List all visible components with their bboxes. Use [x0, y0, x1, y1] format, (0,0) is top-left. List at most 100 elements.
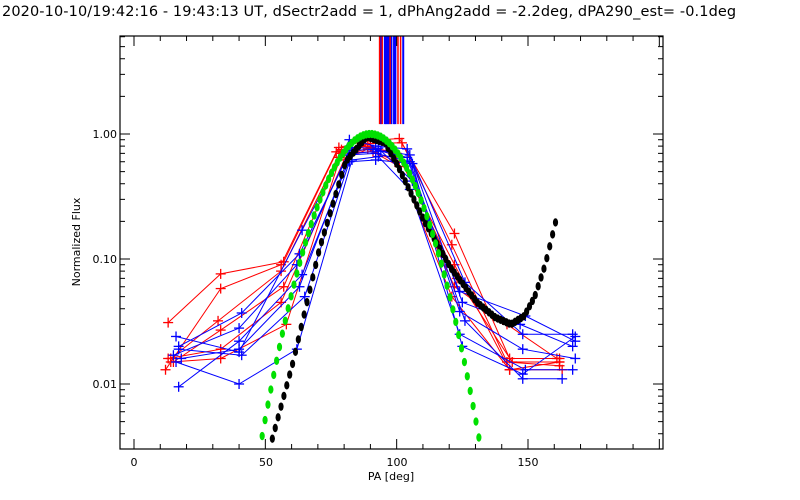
plot-frame — [119, 35, 664, 450]
plus-marker — [570, 331, 581, 342]
x-axis-title: PA [deg] — [368, 470, 414, 483]
plus-marker — [557, 373, 568, 384]
plus-marker — [567, 364, 578, 375]
green-gaussian-dot — [274, 356, 280, 365]
green-gaussian-dot — [412, 181, 418, 191]
plus-marker — [567, 329, 578, 340]
plus-marker — [570, 353, 581, 364]
series-line-red-4 — [173, 146, 560, 363]
black-fit-dot — [278, 402, 284, 411]
black-fit-dot — [417, 207, 423, 216]
green-gaussian-dot — [438, 259, 444, 268]
black-fit-dot — [284, 381, 290, 390]
black-fit-dot — [341, 161, 348, 170]
model-curves — [259, 129, 559, 443]
plus-marker — [234, 344, 245, 355]
green-gaussian-dot — [441, 270, 447, 279]
plus-marker — [236, 307, 247, 318]
green-gaussian-dot — [320, 188, 326, 197]
plus-marker — [278, 281, 289, 292]
black-fit-dot — [541, 264, 547, 273]
plus-marker — [171, 356, 182, 367]
green-gaussian-dot — [323, 181, 329, 190]
plus-marker — [215, 283, 226, 294]
plus-marker — [234, 379, 245, 389]
green-gaussian-dot — [458, 344, 465, 353]
plus-marker — [394, 133, 405, 144]
green-gaussian-dot — [305, 228, 312, 238]
black-fit-dot — [419, 213, 426, 222]
black-fit-dot — [327, 209, 333, 218]
green-gaussian-dot — [461, 357, 468, 367]
chart-title: 2020-10-10/19:42:16 - 19:43:13 UT, dSect… — [2, 4, 737, 20]
black-fit-dot — [324, 218, 330, 228]
plus-marker — [299, 291, 310, 302]
green-gaussian-dot — [297, 258, 303, 267]
green-gaussian-dot — [282, 316, 288, 325]
green-gaussian-dot — [427, 220, 433, 230]
black-fit-dot — [333, 189, 339, 199]
plus-marker — [459, 315, 470, 326]
black-fit-dot — [529, 296, 535, 306]
black-fit-dot — [393, 159, 400, 168]
green-gaussian-dot — [418, 196, 424, 205]
plus-marker — [407, 158, 418, 169]
plus-marker — [168, 350, 179, 361]
green-gaussian-dot — [470, 401, 476, 411]
plus-marker — [173, 381, 184, 392]
plus-marker — [236, 350, 247, 361]
y-axis-title: Normalized Flux — [70, 197, 83, 286]
black-fit-dot — [287, 370, 293, 379]
black-fit-dot — [315, 248, 322, 257]
green-gaussian-dot — [326, 174, 332, 184]
black-fit-dot — [339, 170, 345, 180]
green-gaussian-dot — [300, 248, 306, 257]
series-line-red-3 — [170, 145, 563, 371]
plus-marker — [173, 344, 184, 355]
x-tick-label: 100 — [387, 456, 408, 469]
black-fit-dot — [313, 260, 319, 270]
black-fit-dot — [330, 199, 336, 208]
green-gaussian-dot — [415, 188, 421, 198]
black-fit-dot — [396, 165, 403, 174]
green-gaussian-dot — [406, 169, 413, 178]
green-gaussian-dot — [271, 370, 277, 380]
black-fit-dot — [411, 195, 417, 204]
plus-marker — [402, 143, 413, 154]
black-fit-dot — [295, 335, 301, 344]
plus-marker — [213, 315, 224, 326]
vertical-lines — [378, 36, 405, 125]
plus-marker — [396, 137, 407, 148]
plus-marker — [517, 329, 528, 340]
black-fit-dot — [304, 297, 310, 307]
black-fit-dot — [538, 273, 544, 282]
black-fit-dot — [307, 285, 313, 294]
series-line-red-5 — [168, 148, 558, 359]
green-gaussian-dot — [262, 415, 268, 425]
black-fit-dot — [310, 273, 316, 282]
series-line-red-6 — [170, 151, 560, 371]
green-gaussian-dot — [294, 269, 300, 278]
tick-labels: 0 50 100 150 0.01 0.10 1.00 PA [deg] Nor… — [70, 128, 539, 483]
plus-marker — [370, 154, 381, 165]
green-gaussian-dot — [435, 249, 442, 258]
green-gaussian-dot — [314, 203, 320, 212]
black-fit-dot — [275, 413, 281, 422]
black-fit-dot — [535, 282, 541, 291]
black-fit-dot — [550, 230, 556, 239]
black-fit-dot — [298, 322, 304, 332]
black-fit-dot — [336, 180, 342, 189]
black-fit-dot — [301, 310, 307, 319]
black-fit-dot — [405, 183, 411, 192]
plus-marker — [331, 146, 342, 157]
black-fit-dot — [292, 347, 299, 357]
plus-marker — [449, 228, 460, 239]
y-tick-label: 1.00 — [93, 128, 118, 141]
green-gaussian-dot — [421, 203, 427, 213]
plus-marker — [171, 331, 182, 342]
black-fit-dot — [544, 254, 550, 263]
green-gaussian-dot — [268, 385, 274, 394]
black-fit-dot — [269, 434, 275, 443]
green-gaussian-dot — [432, 239, 439, 248]
green-gaussian-dot — [328, 168, 335, 178]
